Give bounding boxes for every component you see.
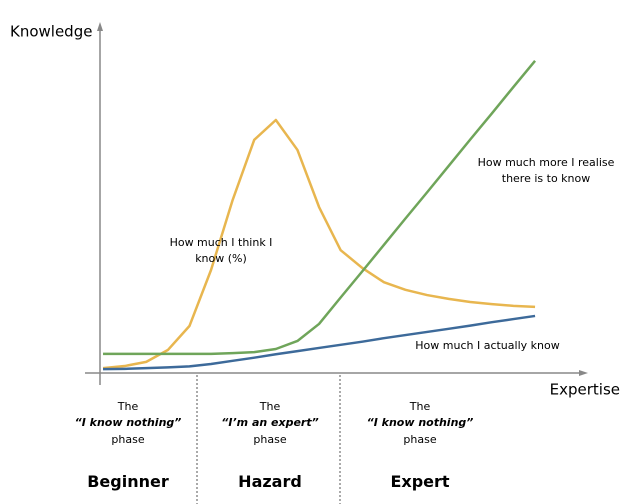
phase-quote: “I’m an expert” [221, 416, 319, 429]
y-arrow [97, 22, 103, 31]
phase-intro: The [259, 400, 281, 413]
phase-outro: phase [253, 433, 287, 446]
series-label: How much I think I know (%) [169, 236, 273, 265]
phase-name: Expert [390, 472, 450, 491]
phase-quote: “I know nothing” [74, 416, 182, 429]
phase-intro: The [409, 400, 431, 413]
phase-outro: phase [403, 433, 437, 446]
y-axis-label: Knowledge [10, 23, 92, 41]
series-label: How much more I realise there is to know [477, 156, 615, 185]
phase-intro: The [117, 400, 139, 413]
series-line [103, 60, 537, 356]
series-label: How much I actually know [415, 339, 560, 352]
phase-outro: phase [111, 433, 145, 446]
x-arrow [579, 370, 588, 376]
x-axis-label: Expertise [550, 381, 620, 399]
phase-quote: “I know nothing” [366, 416, 474, 429]
series-line [103, 314, 536, 371]
series-line [102, 118, 536, 370]
phase-name: Hazard [238, 472, 302, 491]
phase-name: Beginner [87, 472, 169, 491]
